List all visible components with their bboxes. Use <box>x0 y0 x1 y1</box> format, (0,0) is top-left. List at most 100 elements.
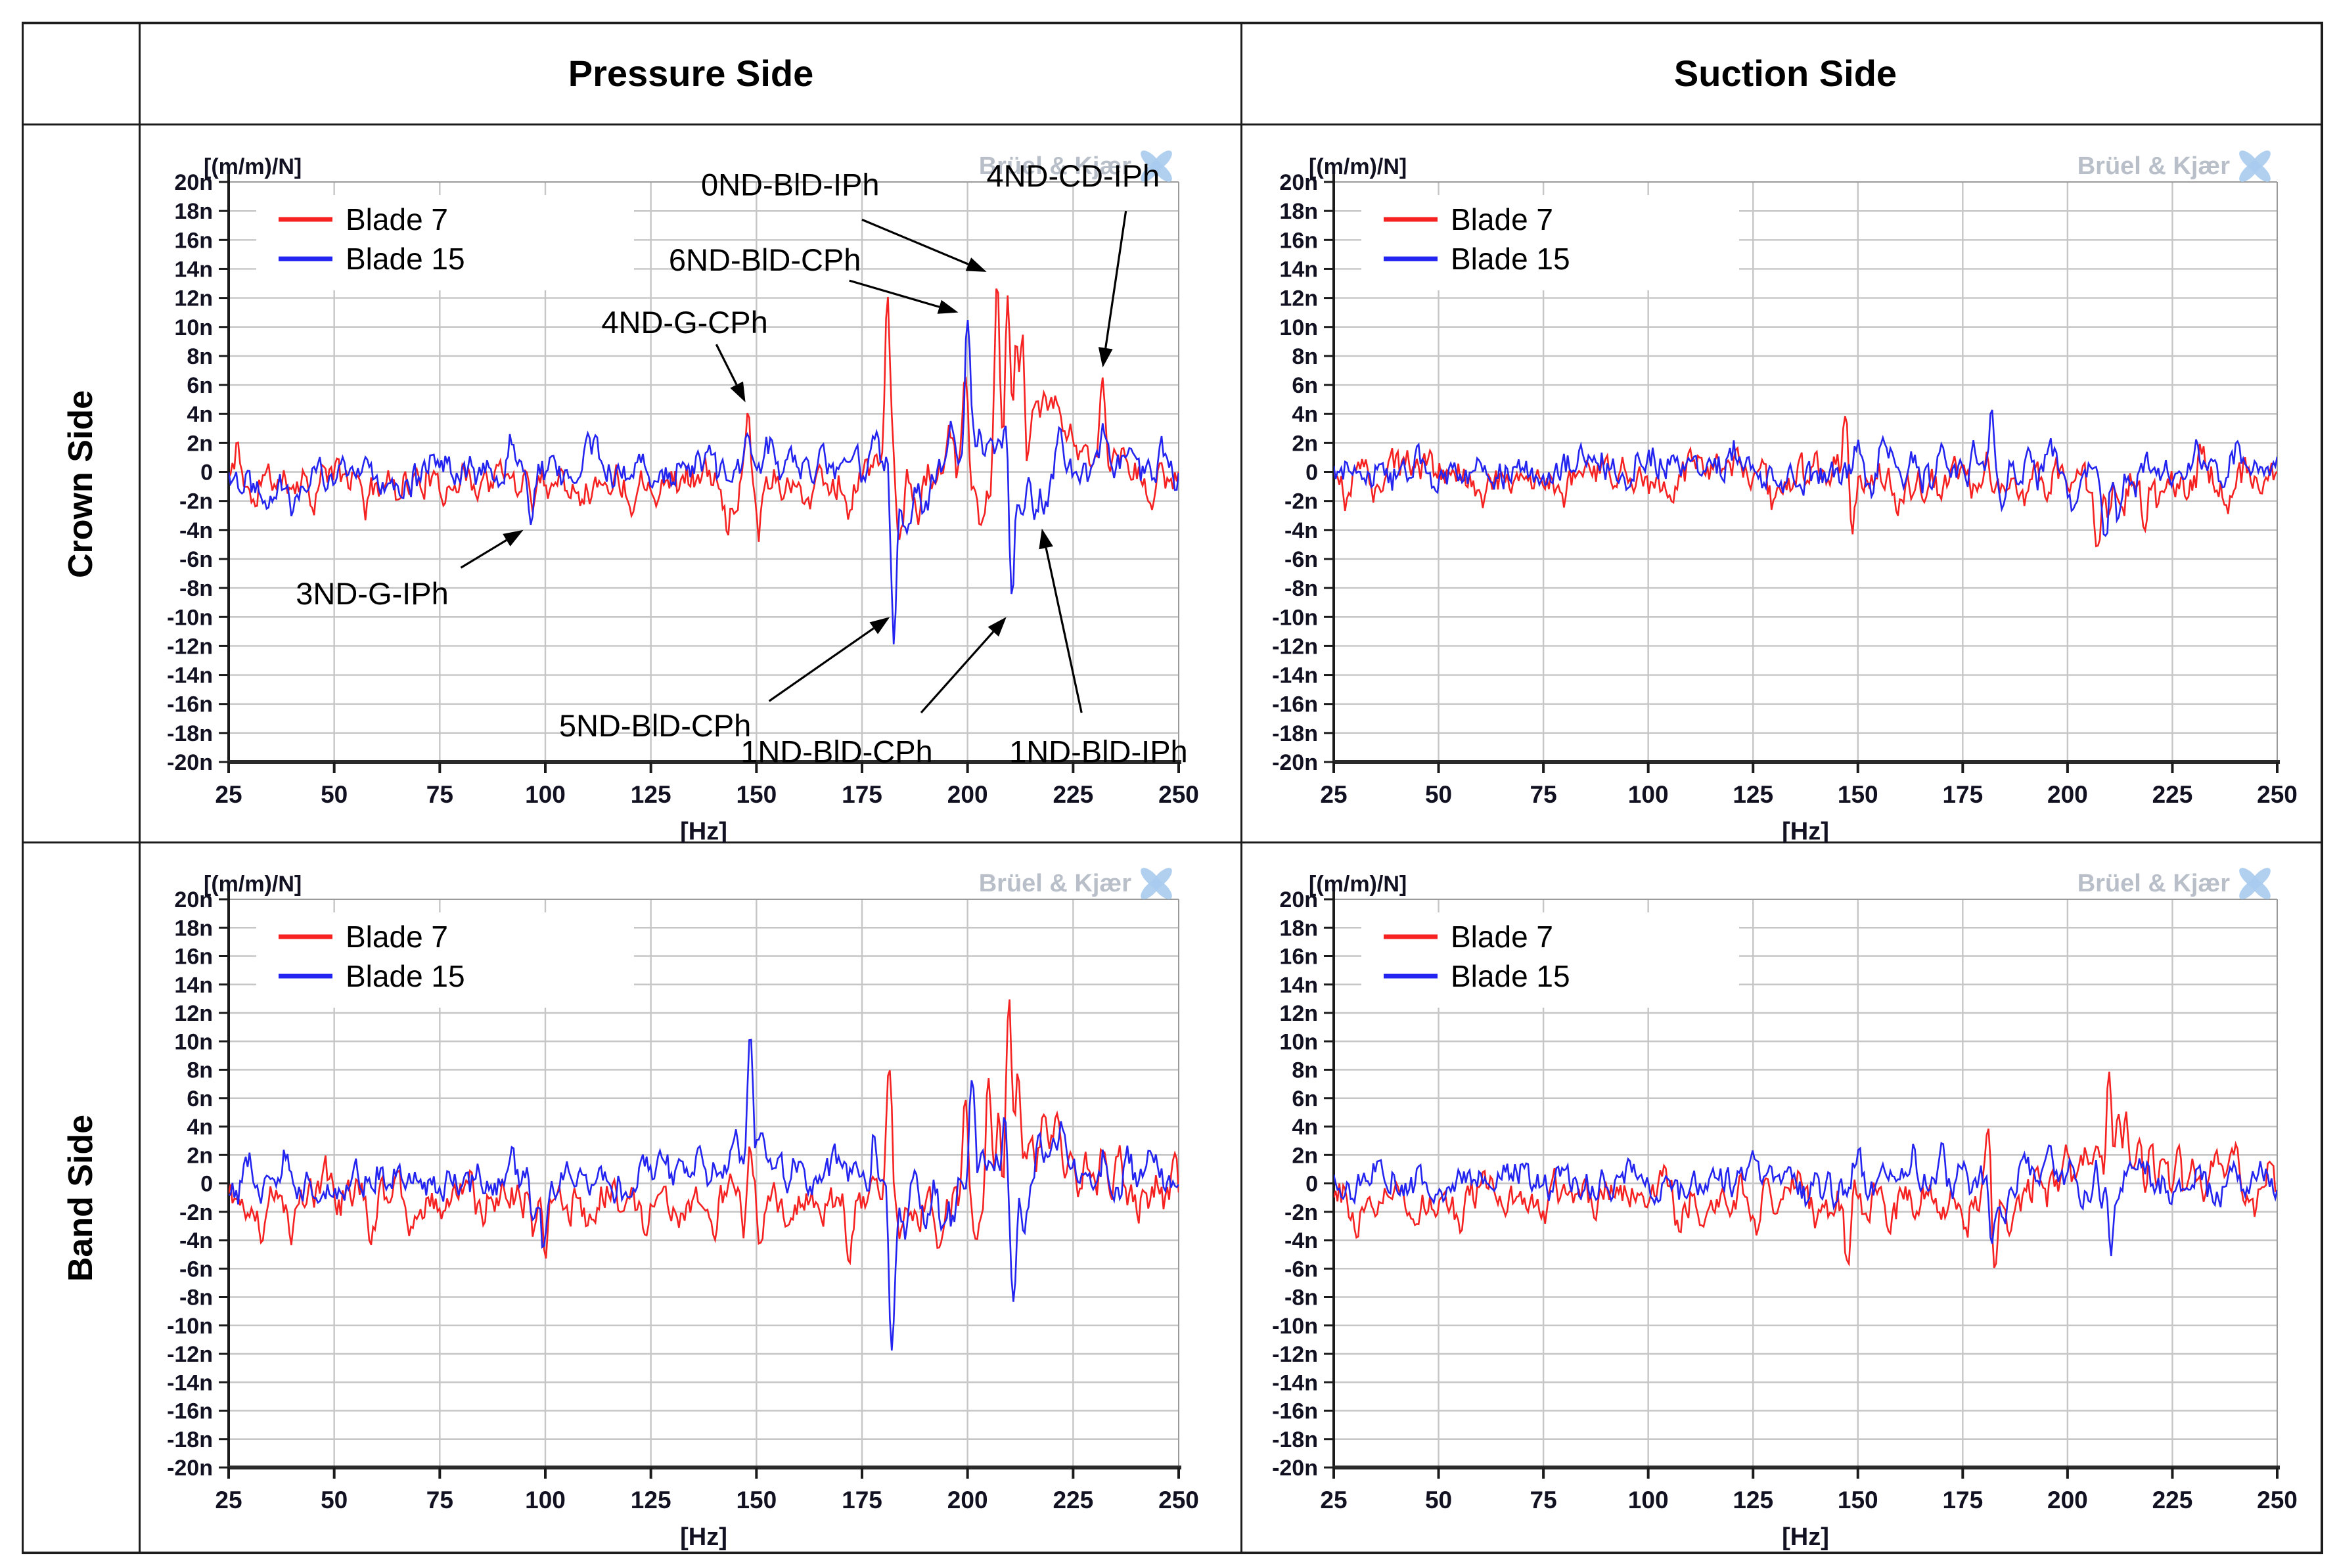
y-tick-label: -18n <box>1272 1427 1318 1452</box>
y-tick-label: -2n <box>179 489 213 514</box>
x-tick-label: 100 <box>525 781 566 808</box>
y-tick-label: -20n <box>1272 1456 1318 1481</box>
y-tick-label: -2n <box>179 1200 213 1225</box>
watermark: Brüel & Kjær <box>2077 868 2271 899</box>
axis-ticks-and-labels: -20n -18n -16n -14n -12n -10n -8n -6n -4n -2n 0 2n 4… <box>1272 887 2298 1513</box>
row-header-label: Band Side <box>62 1114 101 1282</box>
x-tick-label: 200 <box>2047 1487 2088 1513</box>
axis-ticks-and-labels: -20n -18n -16n -14n -12n -10n -8n -6n -4n -2n 0 2n 4… <box>167 170 1199 808</box>
annotation-label: 5ND-BlD-CPh <box>559 708 752 743</box>
y-tick-label: -14n <box>1272 663 1318 688</box>
x-axis-label: [Hz] <box>1782 1523 1829 1551</box>
annotation-arrowhead <box>730 381 746 403</box>
x-tick-label: 250 <box>2257 1487 2298 1513</box>
y-tick-label: 4n <box>187 1115 213 1140</box>
annotation-arrowhead <box>937 300 959 314</box>
column-header-label: Suction Side <box>1673 53 1897 94</box>
x-tick-label: 75 <box>1530 1487 1557 1513</box>
x-tick-label: 50 <box>321 781 348 808</box>
frf-plot-crown-suction: -20n -18n -16n -14n -12n -10n -8n -6n -4n -2n 0 2n 4… <box>1272 150 2298 845</box>
legend: Blade 7 Blade 15 <box>256 912 634 1008</box>
x-tick-label: 50 <box>1425 781 1452 808</box>
y-tick-label: -6n <box>179 1257 213 1282</box>
brand-watermark-text: Brüel & Kjær <box>979 870 1131 897</box>
annotation-arrow-line <box>920 631 995 714</box>
x-tick-label: 250 <box>2257 781 2298 808</box>
x-tick-label: 225 <box>1053 781 1093 808</box>
y-tick-label: 6n <box>1292 373 1318 398</box>
legend: Blade 7 Blade 15 <box>1361 912 1739 1008</box>
axis-ticks-and-labels: -20n -18n -16n -14n -12n -10n -8n -6n -4n -2n 0 2n 4… <box>167 887 1199 1513</box>
series-line-blade-15 <box>1334 1142 2277 1257</box>
y-axis-unit-label: [(m/m)/N] <box>204 872 302 897</box>
table-divider-header-row <box>22 123 2323 125</box>
watermark: Brüel & Kjær <box>979 868 1172 899</box>
table-border-right <box>2321 22 2323 1554</box>
y-tick-label: -14n <box>167 663 213 688</box>
mode-annotations: 0ND-BlD-IPh 4ND-CD-IPh 6ND-BlD-CPh 4ND-G-CP… <box>296 158 1187 769</box>
y-tick-label: 4n <box>187 402 213 427</box>
y-tick-label: -4n <box>1284 1228 1318 1253</box>
x-tick-label: 200 <box>2047 781 2088 808</box>
x-tick-label: 25 <box>215 1487 242 1513</box>
x-tick-label: 150 <box>1838 1487 1878 1513</box>
axis-ticks-and-labels: -20n -18n -16n -14n -12n -10n -8n -6n -4n -2n 0 2n 4… <box>1272 170 2298 808</box>
chart-crown-suction: -20n -18n -16n -14n -12n -10n -8n -6n -4n -2n 0 2n 4… <box>1242 125 2329 845</box>
y-tick-label: 16n <box>1279 945 1318 970</box>
table-border-left <box>22 22 24 1554</box>
y-tick-label: 20n <box>174 887 213 912</box>
x-tick-label: 250 <box>1158 781 1199 808</box>
y-axis-unit-label: [(m/m)/N] <box>1309 154 1407 179</box>
y-tick-label: 0 <box>200 1172 213 1197</box>
annotation-arrow-line <box>1045 547 1083 713</box>
y-tick-label: 4n <box>1292 1115 1318 1140</box>
legend-label: Blade 15 <box>346 242 465 276</box>
y-tick-label: 12n <box>1279 286 1318 311</box>
table-border-top <box>22 22 2323 24</box>
y-tick-label: -10n <box>1272 605 1318 630</box>
y-axis-unit-label: [(m/m)/N] <box>204 154 302 179</box>
y-tick-label: -14n <box>167 1370 213 1395</box>
legend: Blade 7 Blade 15 <box>256 195 634 290</box>
annotation-label: 1ND-BlD-CPh <box>740 734 933 769</box>
y-tick-label: -6n <box>179 547 213 572</box>
x-tick-label: 225 <box>1053 1487 1093 1513</box>
series-line-blade-15 <box>229 1039 1179 1351</box>
y-tick-label: -8n <box>1284 1286 1318 1310</box>
y-tick-label: -8n <box>179 576 213 601</box>
grid <box>1334 182 2277 762</box>
frf-plot-crown-pressure: -20n -18n -16n -14n -12n -10n -8n -6n -4n -2n 0 2n 4… <box>167 150 1199 845</box>
y-tick-label: -12n <box>167 1342 213 1367</box>
y-tick-label: 2n <box>1292 431 1318 456</box>
y-tick-label: -20n <box>1272 750 1318 775</box>
annotation-arrowhead <box>869 617 890 635</box>
y-tick-label: 18n <box>1279 916 1318 941</box>
y-tick-label: -18n <box>167 1427 213 1452</box>
y-tick-label: 16n <box>1279 228 1318 253</box>
y-tick-label: 8n <box>1292 1058 1318 1083</box>
y-tick-label: 10n <box>1279 315 1318 340</box>
y-tick-label: 2n <box>1292 1143 1318 1168</box>
x-tick-label: 250 <box>1158 1487 1199 1513</box>
y-tick-label: -6n <box>1284 1257 1318 1282</box>
annotation-label: 0ND-BlD-IPh <box>701 167 880 202</box>
annotation-arrowhead <box>965 258 987 272</box>
x-tick-label: 175 <box>1942 781 1983 808</box>
chart-band-pressure: -20n -18n -16n -14n -12n -10n -8n -6n -4n -2n 0 2n 4… <box>140 843 1242 1554</box>
x-tick-label: 150 <box>736 1487 777 1513</box>
y-tick-label: 0 <box>1305 1172 1318 1197</box>
x-tick-label: 25 <box>1320 1487 1347 1513</box>
y-tick-label: -20n <box>167 750 213 775</box>
annotation-arrowhead <box>1039 528 1053 550</box>
x-tick-label: 75 <box>1530 781 1557 808</box>
x-tick-label: 200 <box>947 1487 988 1513</box>
chart-crown-pressure: -20n -18n -16n -14n -12n -10n -8n -6n -4n -2n 0 2n 4… <box>140 125 1242 845</box>
y-tick-label: 10n <box>174 1029 213 1054</box>
annotation-arrowhead <box>503 529 524 547</box>
y-tick-label: 18n <box>174 199 213 224</box>
x-tick-label: 225 <box>2152 1487 2193 1513</box>
fan-icon <box>1141 868 1172 899</box>
x-tick-label: 200 <box>947 781 988 808</box>
x-tick-label: 100 <box>1628 1487 1669 1513</box>
column-header-suction-side: Suction Side <box>1242 22 2329 125</box>
